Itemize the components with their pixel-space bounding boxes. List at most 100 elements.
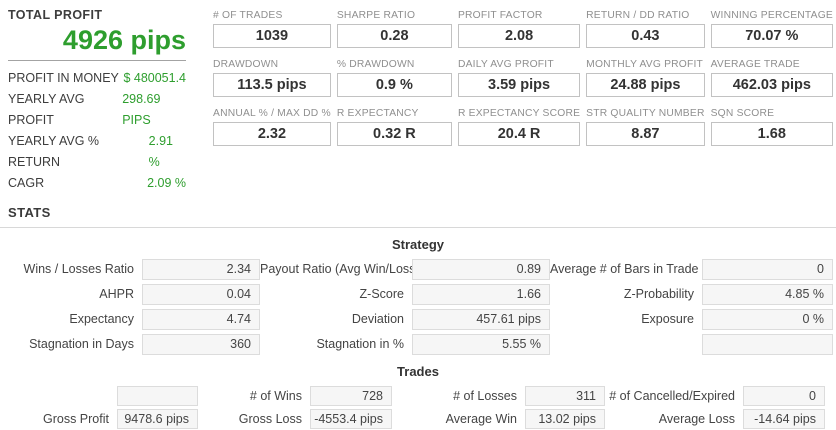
top-section: TOTAL PROFIT 4926 pips PROFIT IN MONEY $…: [0, 0, 836, 194]
metrics-grid: # OF TRADES 1039 SHARPE RATIO 0.28 PROFI…: [213, 8, 833, 194]
metric-cell: AVERAGE TRADE 462.03 pips: [710, 59, 833, 97]
stat-label: # of Cancelled/Expired: [609, 389, 735, 403]
metric-label: ANNUAL % / MAX DD %: [213, 108, 331, 119]
metric-label: WINNING PERCENTAGE: [710, 10, 833, 21]
metric-value-box: 3.59 pips: [457, 73, 581, 97]
stat-value-box: 0: [702, 259, 833, 280]
metric-cell: DRAWDOWN 113.5 pips: [213, 59, 331, 97]
summary-row-label: YEARLY AVG PROFIT: [8, 92, 85, 127]
stat-label: [550, 334, 702, 355]
metric-value-box: 0.43: [586, 24, 705, 48]
metric-cell: WINNING PERCENTAGE 70.07 %: [710, 10, 833, 48]
stat-label: Gross Loss: [238, 412, 302, 426]
stat-label: Deviation: [351, 312, 404, 326]
metric-label: R EXPECTANCY: [336, 108, 419, 119]
metric-value-box: 1039: [213, 24, 331, 48]
metric-label: RETURN / DD RATIO: [586, 10, 690, 21]
stat-label: # of Losses: [453, 389, 517, 403]
metric-value-box: 113.5 pips: [213, 73, 331, 97]
stat-label: Stagnation in Days: [29, 337, 134, 351]
stat-label: Stagnation in %: [316, 337, 404, 351]
metric-cell: DAILY AVG PROFIT 3.59 pips: [457, 59, 581, 97]
strategy-section-title: Strategy: [391, 237, 445, 252]
summary-row: YEARLY AVG PROFIT 298.69 PIPS: [8, 89, 186, 131]
metric-value-box: 2.32: [213, 122, 331, 146]
metric-label: # OF TRADES: [213, 10, 283, 21]
metric-label: R EXPECTANCY SCORE: [457, 108, 581, 119]
stat-value-box: 4.74: [142, 309, 260, 330]
stat-value-box: 0 %: [702, 309, 833, 330]
metric-cell: MONTHLY AVG PROFIT 24.88 pips: [586, 59, 705, 97]
stat-label: Average # of Bars in Trade: [550, 262, 699, 276]
metric-value-box: 8.87: [586, 122, 705, 146]
metric-cell: PROFIT FACTOR 2.08: [457, 10, 581, 48]
stat-value-box: 0.04: [142, 284, 260, 305]
summary-row: CAGR 2.09 %: [8, 173, 186, 194]
summary-row-value: $ 480051.4: [123, 71, 186, 85]
total-profit-value: 4926 pips: [62, 25, 186, 55]
metric-label: MONTHLY AVG PROFIT: [586, 59, 704, 70]
metric-label: STR QUALITY NUMBER: [586, 108, 705, 119]
summary-row: YEARLY AVG % RETURN 2.91 %: [8, 131, 186, 173]
metric-value-box: 70.07 %: [710, 24, 833, 48]
stat-value-box: 2.34: [142, 259, 260, 280]
stat-value-box: [117, 386, 198, 406]
stat-label: Average Loss: [658, 412, 735, 426]
metric-cell: R EXPECTANCY SCORE 20.4 R: [457, 108, 581, 146]
summary-row-value: 2.09 %: [147, 176, 186, 190]
stat-value-box: 5.55 %: [412, 334, 550, 355]
stat-value-box: 457.61 pips: [412, 309, 550, 330]
stat-value-box: 311: [525, 386, 605, 406]
metric-label: AVERAGE TRADE: [710, 59, 800, 70]
metric-value-box: 0.32 R: [336, 122, 452, 146]
stat-value-box: 360: [142, 334, 260, 355]
stat-value-box: 9478.6 pips: [117, 409, 198, 429]
metric-value-box: 2.08: [457, 24, 581, 48]
metric-cell: # OF TRADES 1039: [213, 10, 331, 48]
trades-grid: # of Wins 728 # of Losses 311 # of Cance…: [0, 386, 836, 430]
metric-value-box: 0.28: [336, 24, 452, 48]
metric-value-box: 462.03 pips: [710, 73, 833, 97]
metric-cell: SQN SCORE 1.68: [710, 108, 833, 146]
summary-row-value: 2.91 %: [148, 134, 173, 169]
stat-value-box: [702, 334, 833, 355]
stat-label: Exposure: [641, 312, 694, 326]
metric-cell: R EXPECTANCY 0.32 R: [336, 108, 452, 146]
metric-value-box: 24.88 pips: [586, 73, 705, 97]
summary-row: PROFIT IN MONEY $ 480051.4: [8, 68, 186, 89]
stat-label: # of Wins: [249, 389, 302, 403]
metric-label: DRAWDOWN: [213, 59, 279, 70]
summary-row-label: YEARLY AVG % RETURN: [8, 134, 100, 169]
summary-row-label: CAGR: [8, 176, 45, 190]
stat-label: Payout Ratio (Avg Win/Loss): [260, 262, 420, 276]
stat-value-box: 0.89: [412, 259, 550, 280]
metric-label: PROFIT FACTOR: [457, 10, 543, 21]
metric-label: % DRAWDOWN: [336, 59, 415, 70]
stat-label: Z-Score: [359, 287, 404, 301]
summary-row-label: PROFIT IN MONEY: [8, 71, 119, 85]
metric-label: SHARPE RATIO: [336, 10, 416, 21]
metric-cell: STR QUALITY NUMBER 8.87: [586, 108, 705, 146]
trades-section-title: Trades: [397, 364, 439, 379]
stats-header: STATS: [0, 194, 836, 228]
stat-value-box: 728: [310, 386, 392, 406]
stat-value-box: 0: [743, 386, 825, 406]
stat-value-box: 4.85 %: [702, 284, 833, 305]
stat-label: Wins / Losses Ratio: [23, 262, 134, 276]
total-profit-panel: TOTAL PROFIT 4926 pips PROFIT IN MONEY $…: [8, 8, 186, 194]
stat-label: [0, 386, 117, 406]
stat-value-box: -4553.4 pips: [310, 409, 392, 429]
stat-label: Z-Probability: [623, 287, 694, 301]
stat-label: Expectancy: [69, 312, 134, 326]
stat-value-box: 13.02 pips: [525, 409, 605, 429]
stat-label: Gross Profit: [43, 412, 109, 426]
metric-value-box: 1.68: [710, 122, 833, 146]
total-profit-title: TOTAL PROFIT: [8, 8, 103, 22]
trades-section: Trades # of Wins 728 # of Losses 311 # o…: [0, 364, 836, 430]
metric-cell: % DRAWDOWN 0.9 %: [336, 59, 452, 97]
metric-cell: RETURN / DD RATIO 0.43: [586, 10, 705, 48]
metric-value-box: 20.4 R: [457, 122, 581, 146]
metric-label: DAILY AVG PROFIT: [457, 59, 554, 70]
summary-row-value: 298.69 PIPS: [122, 92, 161, 127]
